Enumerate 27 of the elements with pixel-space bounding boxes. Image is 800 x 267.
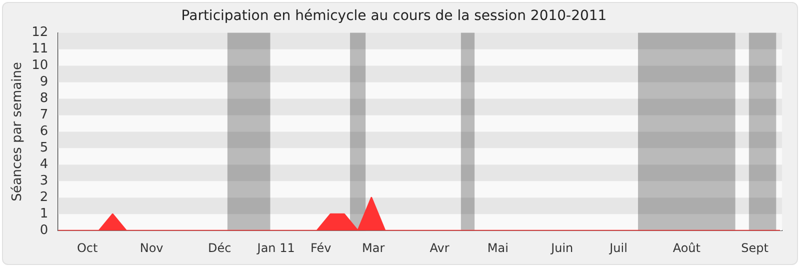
x-tick-label: Nov [140, 240, 164, 255]
x-tick-label: Fév [310, 240, 332, 255]
x-tick-label: Juil [608, 240, 628, 255]
y-tick-label: 8 [40, 91, 48, 106]
y-tick-label: 7 [40, 108, 48, 123]
y-tick-label: 10 [32, 58, 48, 74]
y-tick-label: 3 [40, 174, 48, 189]
y-tick-label: 9 [40, 74, 48, 90]
x-tick-label: Sept [741, 240, 769, 255]
x-tick-label: Déc [208, 240, 232, 255]
y-tick-label: 1 [40, 206, 48, 222]
y-tick-label: 5 [40, 140, 48, 156]
y-tick-label: 0 [40, 222, 48, 238]
x-tick-label: Juin [550, 240, 574, 255]
y-tick-label: 2 [40, 190, 48, 206]
x-tick-label: Août [672, 240, 701, 255]
x-tick-label: Mai [487, 240, 508, 255]
y-axis-title: Séances par semaine [10, 62, 26, 202]
chart-title: Participation en hémicycle au cours de la session 2010-2011 [181, 8, 607, 24]
x-tick-label: Mar [362, 240, 385, 255]
y-tick-label: 12 [32, 25, 48, 40]
x-tick-label: Jan 11 [256, 240, 295, 255]
y-tick-label: 11 [32, 42, 48, 57]
y-tick-label: 6 [40, 124, 48, 140]
y-tick-label: 4 [40, 157, 48, 172]
x-tick-label: Avr [430, 240, 450, 255]
x-tick-label: Oct [76, 240, 98, 255]
